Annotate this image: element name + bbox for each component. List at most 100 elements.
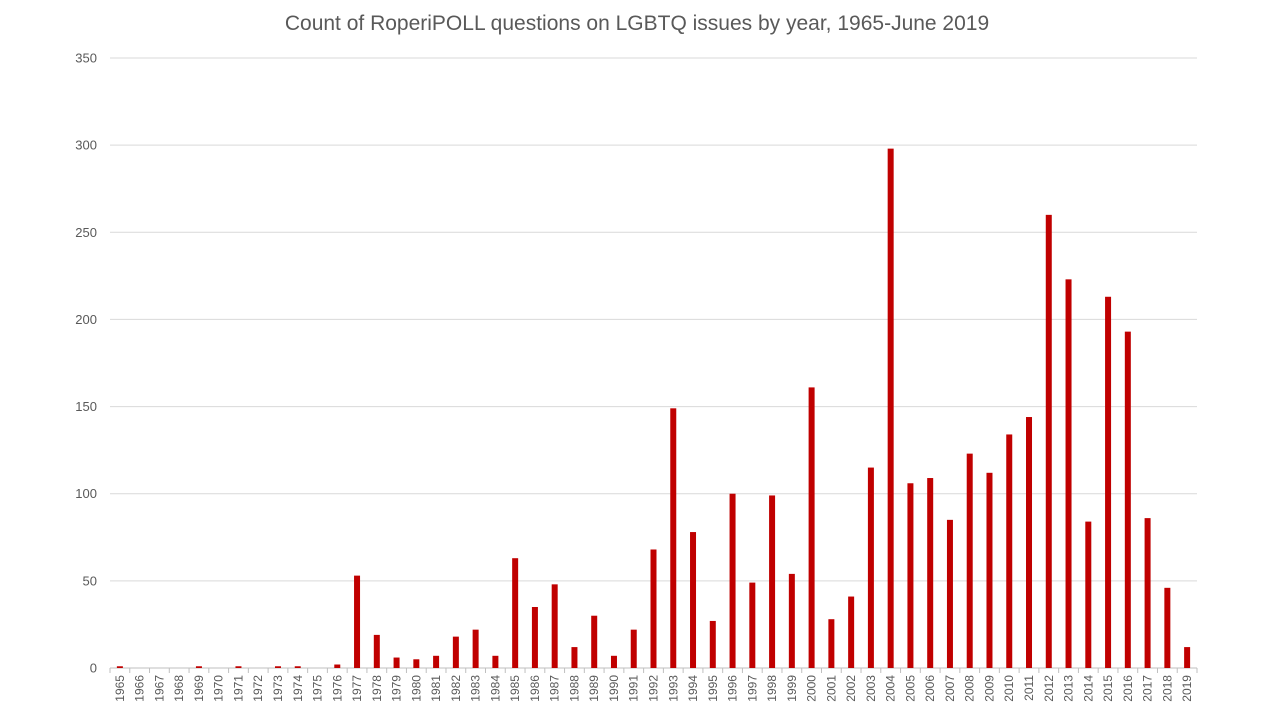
bar-2007	[946, 519, 953, 668]
x-tick-label: 2002	[844, 675, 858, 702]
x-tick-label: 1972	[251, 675, 265, 702]
x-tick-label: 1992	[647, 675, 661, 702]
bar-1980	[413, 659, 420, 668]
x-tick-label: 2005	[903, 675, 917, 702]
x-tick-label: 2000	[805, 675, 819, 702]
bar-1971	[235, 666, 242, 668]
y-tick-label: 200	[75, 312, 97, 327]
y-tick-label: 300	[75, 138, 97, 153]
bar-2008	[966, 453, 973, 668]
x-tick-label: 1985	[508, 675, 522, 702]
y-tick-label: 50	[83, 573, 97, 588]
bar-1969	[195, 666, 202, 668]
bar-1987	[551, 584, 558, 668]
x-tick-label: 1993	[666, 675, 680, 702]
x-tick-label: 2015	[1101, 675, 1115, 702]
x-tick-label: 1970	[212, 675, 226, 702]
bar-1992	[650, 549, 657, 668]
bar-2002	[848, 596, 855, 668]
x-tick-label: 1986	[528, 675, 542, 702]
x-tick-label: 1973	[271, 675, 285, 702]
x-tick-label: 1987	[548, 675, 562, 702]
x-tick-label: 1996	[726, 675, 740, 702]
y-tick-label: 100	[75, 486, 97, 501]
x-tick-label: 2010	[1002, 675, 1016, 702]
bar-1977	[354, 575, 361, 668]
bar-1985	[512, 558, 519, 668]
x-tick-label: 2006	[923, 675, 937, 702]
y-tick-label: 150	[75, 399, 97, 414]
bar-2014	[1085, 521, 1092, 668]
x-tick-label: 1999	[785, 675, 799, 702]
bar-1983	[472, 629, 479, 668]
x-tick-label: 2009	[982, 675, 996, 702]
bar-2016	[1124, 331, 1131, 668]
x-tick-label: 1982	[449, 675, 463, 702]
bar-1973	[274, 666, 281, 668]
x-tick-label: 1975	[311, 675, 325, 702]
bar-1979	[393, 657, 400, 668]
bar-1974	[294, 666, 301, 668]
x-tick-label: 1969	[192, 675, 206, 702]
bar-2010	[1006, 434, 1013, 668]
x-tick-label: 2018	[1160, 675, 1174, 702]
bar-2015	[1105, 296, 1112, 668]
x-tick-label: 2003	[864, 675, 878, 702]
bar-1999	[788, 573, 795, 668]
x-tick-label: 1984	[488, 675, 502, 702]
bar-1991	[630, 629, 637, 668]
x-tick-label: 1998	[765, 675, 779, 702]
bar-2006	[927, 478, 934, 668]
x-tick-label: 2007	[943, 675, 957, 702]
x-tick-label: 1968	[172, 675, 186, 702]
x-tick-label: 1988	[567, 675, 581, 702]
bar-2011	[1026, 417, 1033, 668]
bar-2017	[1144, 518, 1151, 668]
chart-title: Count of RoperiPOLL questions on LGBTQ i…	[284, 12, 990, 35]
bar-2013	[1065, 279, 1072, 668]
bar-2004	[887, 148, 894, 669]
x-tick-label: 2008	[963, 675, 977, 702]
x-tick-label: 2012	[1042, 675, 1056, 702]
x-tick-label: 1997	[745, 675, 759, 702]
x-tick-label: 1966	[133, 675, 147, 702]
bar-1990	[610, 655, 617, 668]
x-tick-label: 1977	[350, 675, 364, 702]
x-tick-label: 1976	[330, 675, 344, 702]
x-tick-label: 2016	[1121, 675, 1135, 702]
bar-2019	[1184, 647, 1191, 668]
x-tick-label: 1994	[686, 675, 700, 702]
bar-1994	[690, 532, 697, 668]
bar-1984	[492, 655, 499, 668]
bar-1997	[749, 582, 756, 668]
x-tick-label: 1980	[409, 675, 423, 702]
y-axis-ticks: 0 50 100 150 200 250 300 350	[75, 51, 97, 676]
bar-1995	[709, 620, 716, 668]
x-tick-label: 1971	[231, 675, 245, 702]
x-tick-label: 1995	[706, 675, 720, 702]
x-tick-label: 2004	[884, 675, 898, 702]
bars	[116, 148, 1191, 669]
bar-1988	[571, 647, 578, 668]
bar-2003	[867, 467, 874, 668]
y-tick-label: 0	[90, 661, 97, 676]
x-tick-label: 1990	[607, 675, 621, 702]
x-tick-label: 1978	[370, 675, 384, 702]
x-tick-label: 2001	[824, 675, 838, 702]
x-tick-label: 2019	[1180, 675, 1194, 702]
x-tick-label: 1967	[152, 675, 166, 702]
bar-2009	[986, 472, 993, 668]
x-tick-label: 1989	[587, 675, 601, 702]
x-tick-label: 1965	[113, 675, 127, 702]
x-tick-label: 2017	[1141, 675, 1155, 702]
bar-1982	[452, 636, 459, 668]
x-tick-label: 2013	[1062, 675, 1076, 702]
bar-1981	[433, 655, 440, 668]
bar-1976	[334, 664, 341, 668]
bar-2005	[907, 483, 914, 668]
bar-1996	[729, 493, 736, 668]
x-tick-label: 1981	[429, 675, 443, 702]
x-tick-label: 1983	[469, 675, 483, 702]
x-tick-label: 1974	[291, 675, 305, 702]
